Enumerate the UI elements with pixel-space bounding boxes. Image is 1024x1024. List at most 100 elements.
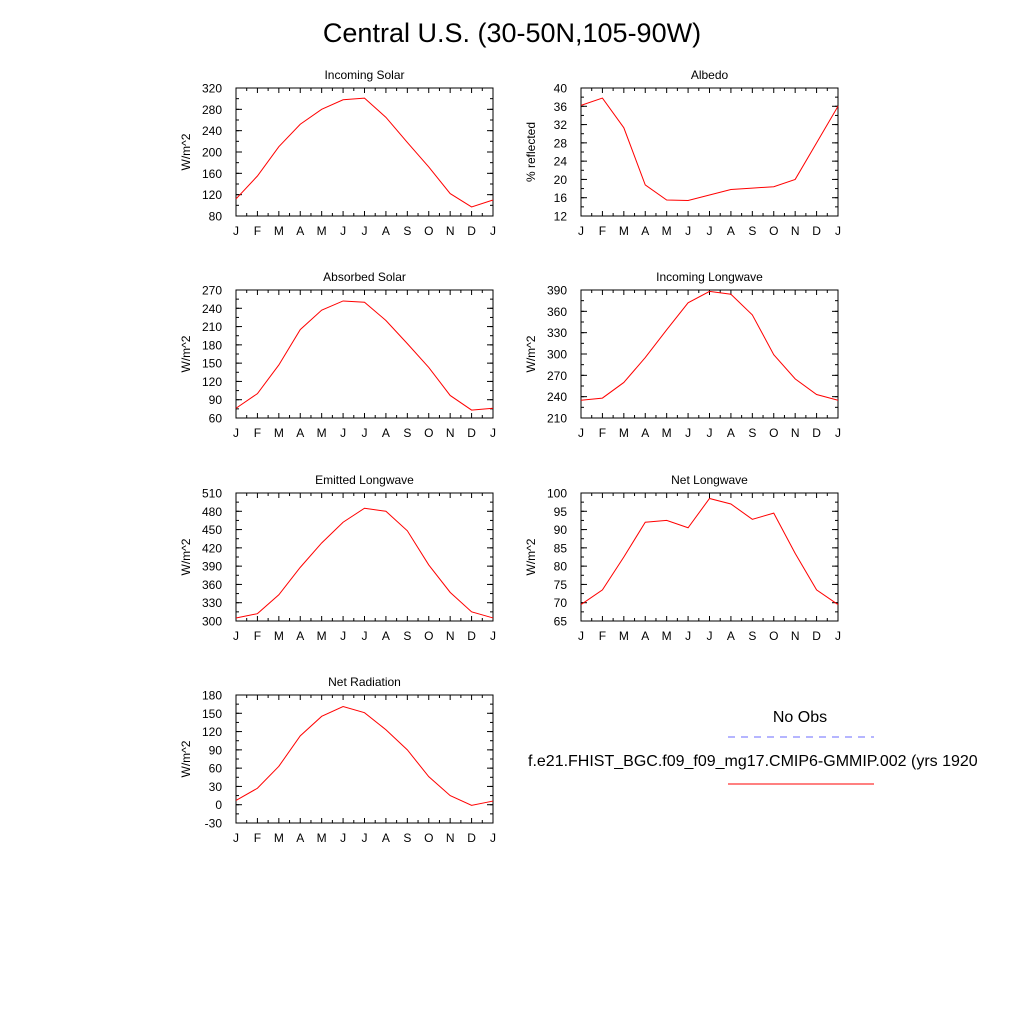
y-tick-label: 28: [554, 136, 568, 150]
y-tick-label: 300: [547, 348, 567, 362]
plot-frame: [235, 492, 494, 622]
x-tick-label: A: [641, 629, 649, 643]
x-tick-label: J: [233, 426, 239, 440]
x-tick-label: O: [769, 426, 778, 440]
panel-title: Albedo: [691, 68, 729, 82]
y-tick-label: 150: [202, 357, 222, 371]
y-axis-label: W/m^2: [179, 740, 193, 777]
y-tick-label: 95: [554, 505, 568, 519]
y-tick-label: 16: [554, 191, 568, 205]
x-tick-label: J: [490, 224, 496, 238]
x-tick-label: D: [812, 629, 821, 643]
y-axis-label: W/m^2: [524, 538, 538, 575]
x-tick-label: N: [791, 426, 800, 440]
y-tick-label: 100: [547, 487, 567, 501]
x-tick-label: M: [662, 224, 672, 238]
y-tick-label: 80: [209, 210, 223, 224]
x-tick-label: N: [446, 224, 455, 238]
x-tick-label: M: [317, 224, 327, 238]
x-tick-label: A: [727, 224, 735, 238]
y-tick-label: 30: [209, 780, 223, 794]
x-tick-label: S: [403, 224, 411, 238]
x-tick-label: M: [274, 224, 284, 238]
y-tick-label: 280: [202, 103, 222, 117]
y-tick-label: 60: [209, 412, 223, 426]
series-line: [580, 497, 839, 605]
x-tick-label: M: [274, 831, 284, 845]
x-tick-label: N: [446, 831, 455, 845]
x-tick-label: S: [748, 629, 756, 643]
y-tick-label: 120: [202, 375, 222, 389]
x-tick-label: S: [403, 426, 411, 440]
y-tick-label: 390: [547, 284, 567, 298]
y-tick-label: 450: [202, 523, 222, 537]
x-tick-label: M: [619, 426, 629, 440]
x-tick-label: M: [619, 224, 629, 238]
x-tick-label: O: [769, 224, 778, 238]
panel-title: Net Longwave: [671, 473, 748, 487]
x-tick-label: J: [685, 426, 691, 440]
y-tick-label: 60: [209, 762, 223, 776]
y-tick-label: 480: [202, 505, 222, 519]
x-tick-label: A: [727, 426, 735, 440]
x-tick-label: J: [233, 831, 239, 845]
plot-frame: [235, 694, 494, 824]
y-tick-label: 120: [202, 188, 222, 202]
x-tick-label: J: [362, 831, 368, 845]
x-tick-label: J: [362, 629, 368, 643]
y-tick-label: 330: [547, 326, 567, 340]
plot-frame: [580, 492, 839, 622]
x-tick-label: J: [340, 831, 346, 845]
x-tick-label: D: [467, 629, 476, 643]
x-tick-label: J: [835, 426, 841, 440]
x-tick-label: J: [685, 629, 691, 643]
x-tick-label: A: [296, 426, 304, 440]
x-tick-label: J: [362, 426, 368, 440]
x-tick-label: S: [403, 629, 411, 643]
y-axis-label: W/m^2: [179, 538, 193, 575]
x-tick-label: J: [490, 426, 496, 440]
x-tick-label: J: [835, 224, 841, 238]
panel-title: Emitted Longwave: [315, 473, 414, 487]
y-tick-label: 420: [202, 541, 222, 555]
x-tick-label: J: [578, 629, 584, 643]
x-tick-label: J: [490, 629, 496, 643]
y-tick-label: 360: [202, 578, 222, 592]
x-tick-label: D: [467, 831, 476, 845]
legend-model-label: f.e21.FHIST_BGC.f09_f09_mg17.CMIP6-GMMIP…: [528, 753, 978, 770]
y-tick-label: 65: [554, 615, 568, 629]
x-tick-label: A: [641, 224, 649, 238]
y-tick-label: 75: [554, 578, 568, 592]
y-tick-label: 300: [202, 615, 222, 629]
x-tick-label: J: [340, 629, 346, 643]
x-tick-label: A: [296, 224, 304, 238]
panel-title: Incoming Solar: [324, 68, 404, 82]
x-tick-label: J: [578, 426, 584, 440]
x-tick-label: J: [233, 224, 239, 238]
x-tick-label: O: [424, 426, 433, 440]
x-tick-label: O: [424, 224, 433, 238]
y-tick-label: 12: [554, 210, 568, 224]
y-tick-label: 240: [202, 124, 222, 138]
x-tick-label: J: [685, 224, 691, 238]
y-tick-label: 320: [202, 82, 222, 96]
y-tick-label: 70: [554, 596, 568, 610]
y-axis-label: W/m^2: [179, 133, 193, 170]
y-tick-label: 0: [215, 798, 222, 812]
x-tick-label: N: [446, 426, 455, 440]
x-tick-label: D: [467, 426, 476, 440]
plot-frame: [580, 87, 839, 217]
series-line: [580, 97, 839, 201]
x-tick-label: N: [791, 224, 800, 238]
series-line: [235, 300, 494, 411]
x-tick-label: M: [619, 629, 629, 643]
legend: No Obs f.e21.FHIST_BGC.f09_f09_mg17.CMIP…: [528, 709, 978, 785]
y-tick-label: 270: [202, 284, 222, 298]
x-tick-label: J: [340, 224, 346, 238]
y-tick-label: 390: [202, 560, 222, 574]
y-tick-label: 80: [554, 560, 568, 574]
